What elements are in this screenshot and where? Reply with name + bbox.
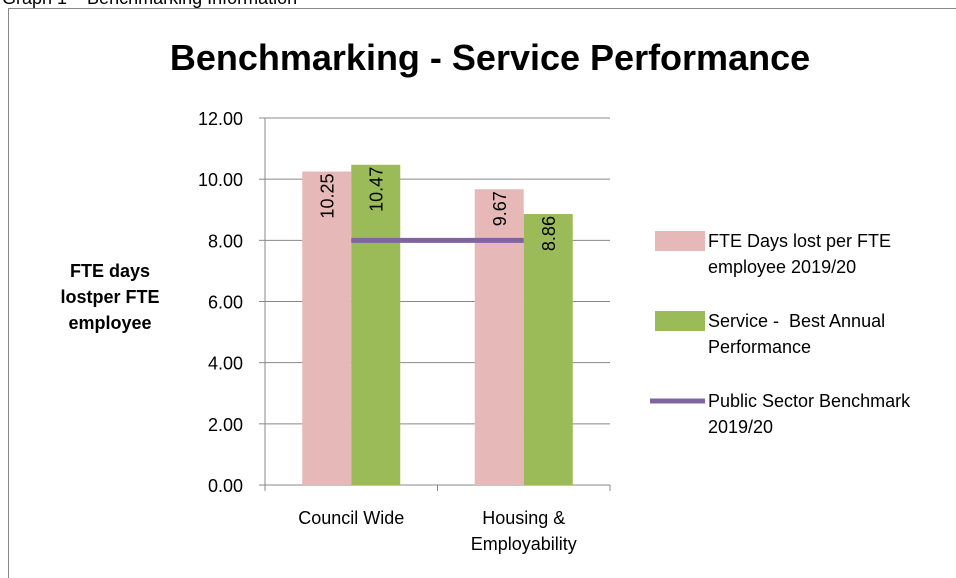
y-tick-label: 6.00: [208, 293, 243, 313]
legend-label: Service - Best Annual Performance: [708, 311, 891, 357]
data-label: 10.25: [318, 174, 338, 219]
y-tick-label: 12.00: [198, 109, 243, 129]
y-tick-label: 0.00: [208, 476, 243, 496]
data-label: 9.67: [490, 191, 510, 226]
y-tick-label: 2.00: [208, 415, 243, 435]
bar: [302, 171, 352, 486]
legend-label: Public Sector Benchmark 2019/20: [708, 391, 916, 437]
y-axis-label: FTE days lostper FTE employee: [60, 261, 160, 333]
data-label: 8.86: [539, 216, 559, 251]
legend-label: FTE Days lost per FTE employee 2019/20: [708, 231, 897, 277]
x-tick-label: Housing & Employability: [470, 508, 577, 554]
bar: [523, 214, 573, 485]
data-label: 10.47: [367, 167, 387, 212]
bar: [474, 189, 524, 486]
bar: [351, 164, 401, 486]
y-tick-label: 4.00: [208, 354, 243, 374]
x-tick-label: Council Wide: [298, 508, 405, 528]
caption: Graph 1 – Benchmarking Information: [2, 0, 297, 8]
chart-title: Benchmarking - Service Performance: [170, 37, 810, 78]
legend-marker: [655, 311, 705, 331]
legend-marker: [655, 231, 705, 251]
y-tick-label: 10.00: [198, 170, 243, 190]
y-tick-label: 8.00: [208, 231, 243, 251]
